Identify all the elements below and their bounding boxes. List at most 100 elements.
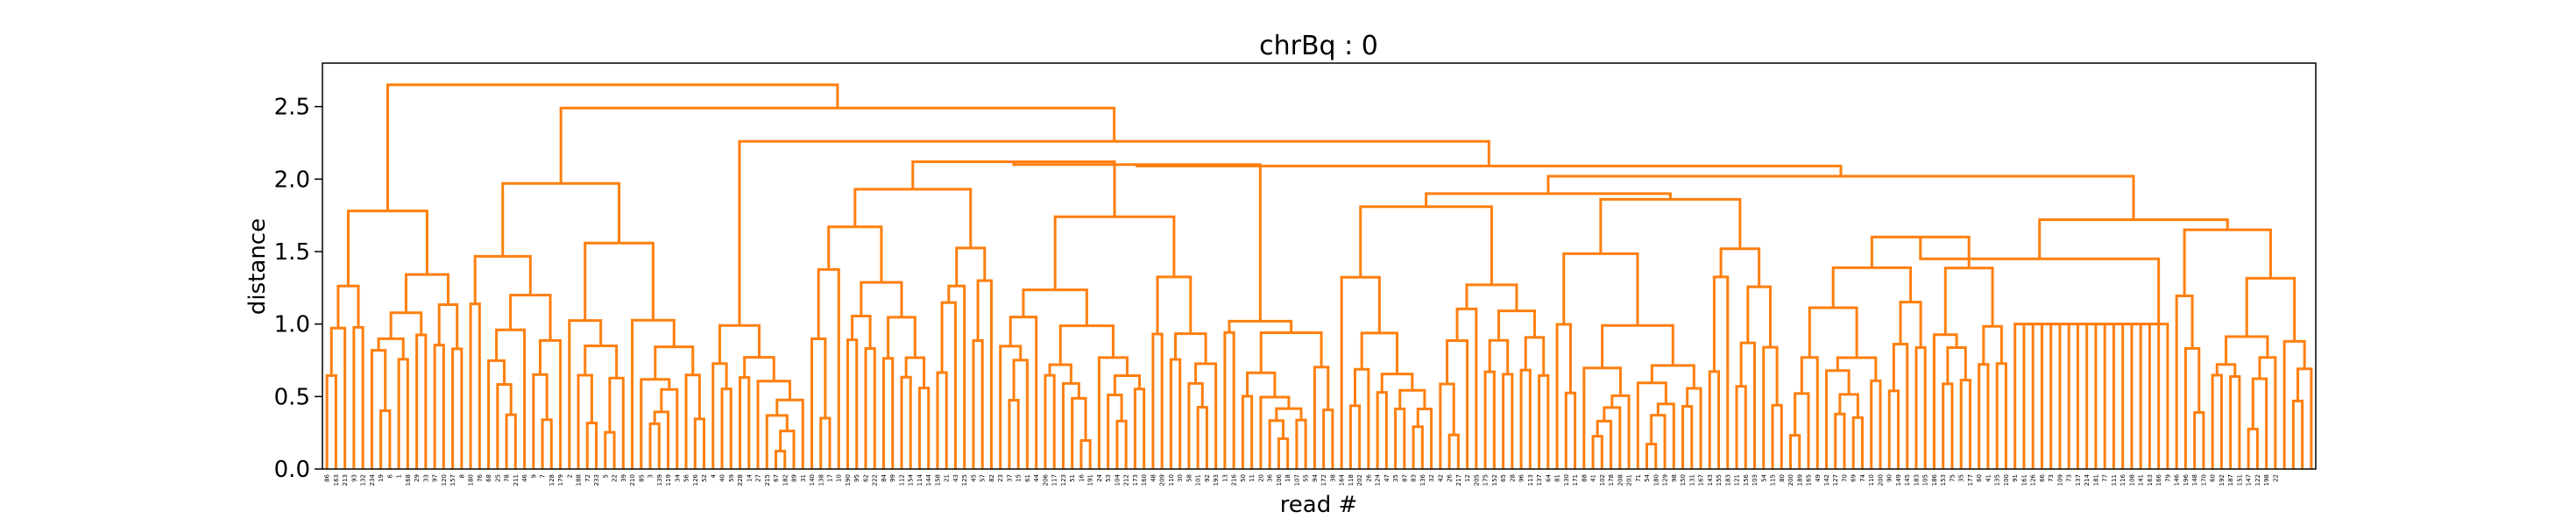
dendrogram-link xyxy=(881,357,895,469)
dendrogram-link xyxy=(1596,419,1613,469)
dendrogram-link xyxy=(1022,288,1088,326)
leaf-label: 17 xyxy=(826,474,833,482)
leaf-label: 32 xyxy=(1428,474,1435,482)
dendrogram-link xyxy=(451,347,464,469)
dendrogram-link xyxy=(999,345,1023,469)
dendrogram-link xyxy=(1394,407,1406,469)
leaf-label: 92 xyxy=(1204,474,1211,482)
dendrogram-link xyxy=(577,373,593,469)
leaf-label: 86 xyxy=(324,473,331,481)
dendrogram-link xyxy=(900,375,912,469)
leaf-label: 183 xyxy=(1724,474,1731,486)
dendrogram-link xyxy=(1196,406,1208,469)
dendrogram-link xyxy=(1275,407,1303,421)
dendrogram-link xyxy=(711,362,728,469)
dendrogram-link xyxy=(1268,419,1285,469)
leaf-label: 65 xyxy=(1500,474,1507,482)
dendrogram-link xyxy=(1194,362,1218,469)
leaf-label: 36 xyxy=(1267,473,1274,481)
leaf-label: 205 xyxy=(1473,474,1480,486)
leaf-label: 79 xyxy=(2164,474,2171,482)
leaf-label: 47 xyxy=(1384,474,1391,482)
leaf-label: 150 xyxy=(1680,474,1687,486)
dendrogram-link xyxy=(1416,407,1433,469)
dendrogram-link xyxy=(377,337,405,359)
dendrogram-link xyxy=(1071,396,1087,469)
leaf-label: 228 xyxy=(737,474,744,486)
leaf-label: 67 xyxy=(773,474,780,482)
leaf-label: 57 xyxy=(980,474,987,482)
dendrogram-link xyxy=(1465,283,1518,311)
leaf-label: 82 xyxy=(988,474,995,482)
dendrogram-link xyxy=(2282,339,2306,469)
dendrogram-link xyxy=(2175,294,2194,469)
leaf-label: 196 xyxy=(2183,473,2190,486)
leaf-label: 116 xyxy=(2120,473,2127,486)
dendrogram-link xyxy=(505,413,517,469)
dendrogram-link xyxy=(1564,391,1577,469)
dendrogram-link xyxy=(509,294,552,341)
leaf-label: 25 xyxy=(494,474,501,482)
dendrogram-link xyxy=(1439,382,1455,469)
dendrogram-link xyxy=(539,338,563,469)
leaf-label: 198 xyxy=(2263,474,2270,486)
dendrogram-link xyxy=(1708,370,1721,469)
leaf-label: 58 xyxy=(1185,474,1192,482)
leaf-label: 33 xyxy=(422,474,429,482)
leaf-label: 91 xyxy=(2012,474,2019,482)
leaf-label: 71 xyxy=(1635,474,1642,482)
leaf-label: 172 xyxy=(1320,474,1327,486)
dendrogram-link xyxy=(1650,414,1667,469)
dendrogram-link xyxy=(864,346,876,469)
dendrogram-link xyxy=(775,450,787,469)
leaf-label: 193 xyxy=(1213,474,1220,486)
dendrogram-link xyxy=(1169,358,1182,469)
y-axis-label: distance xyxy=(244,218,271,315)
leaf-label: 5 xyxy=(602,474,609,478)
dendrogram-link xyxy=(1502,373,1514,469)
leaf-label: 173 xyxy=(1132,474,1139,486)
leaf-label: 160 xyxy=(1141,474,1148,486)
leaf-label: 8 xyxy=(458,474,465,478)
leaf-label: 38 xyxy=(1329,474,1336,482)
dendrogram-link xyxy=(887,316,916,359)
leaf-label: 189 xyxy=(1796,474,1803,486)
leaf-label: 125 xyxy=(961,474,968,486)
dendrogram-link xyxy=(1519,368,1532,469)
dendrogram-link xyxy=(1686,387,1702,469)
leaf-label: 111 xyxy=(2111,474,2118,486)
y-tick-label: 0.5 xyxy=(274,384,310,410)
y-tick-label: 2.0 xyxy=(274,167,310,193)
dendrogram-link xyxy=(1295,418,1307,469)
dendrogram-link xyxy=(329,326,347,469)
dendrogram-link xyxy=(1322,408,1334,469)
leaf-label: 128 xyxy=(548,474,556,486)
leaf-label: 70 xyxy=(1841,474,1848,482)
leaf-label: 22 xyxy=(2272,474,2279,482)
leaf-label: 178 xyxy=(1608,474,1615,486)
dendrogram-link xyxy=(976,279,993,469)
dendrogram-link xyxy=(415,333,428,469)
leaf-label: 129 xyxy=(1662,474,1669,486)
dendrogram-link xyxy=(2245,276,2296,342)
leaf-label: 77 xyxy=(2102,474,2109,482)
dendrogram-link xyxy=(648,422,661,469)
leaf-label: 120 xyxy=(441,474,448,486)
leaf-label: 69 xyxy=(1851,474,1858,482)
leaf-label: 26 xyxy=(1365,473,1372,481)
leaf-label: 181 xyxy=(2092,474,2099,486)
dendrogram-link xyxy=(352,325,364,469)
leaf-label: 12 xyxy=(1464,474,1471,482)
dendrogram-link xyxy=(336,284,360,329)
dendrogram-link xyxy=(904,356,926,388)
dendrogram-link xyxy=(2225,335,2269,365)
leaf-label: 30 xyxy=(1177,474,1184,482)
leaf-label: 11 xyxy=(1249,474,1256,482)
x-axis-label: read # xyxy=(1280,492,1358,518)
dendrogram-link xyxy=(404,273,449,313)
leaf-label: 161 xyxy=(2020,474,2028,486)
leaf-label: 123 xyxy=(1060,474,1067,486)
leaf-label: 180 xyxy=(1652,474,1660,486)
leaf-label: 234 xyxy=(369,473,376,486)
leaf-label: 39 xyxy=(620,474,627,482)
